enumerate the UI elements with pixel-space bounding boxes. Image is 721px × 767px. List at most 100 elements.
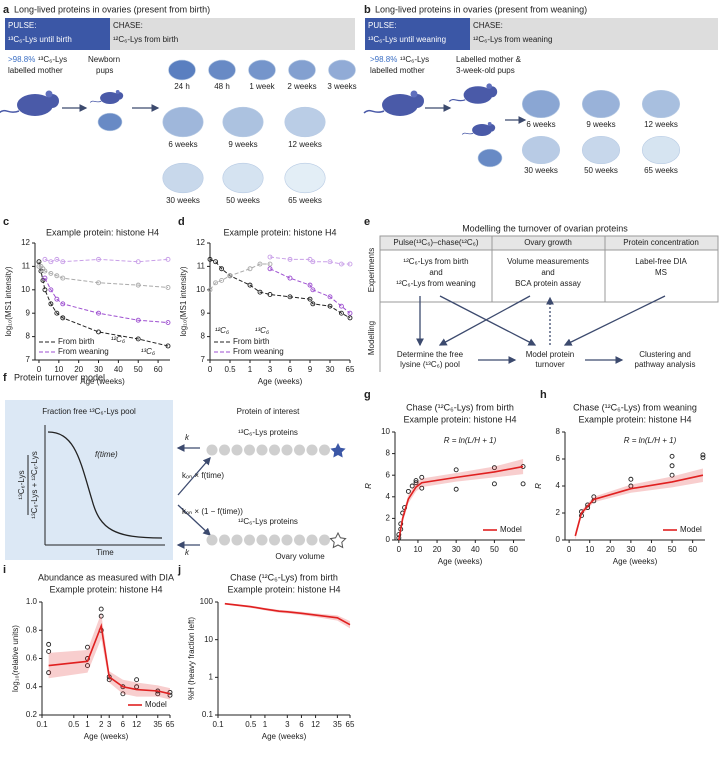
pups-label: pups	[96, 66, 113, 75]
mouse-tail	[89, 100, 102, 103]
mouse-head	[487, 123, 496, 132]
mouse-body	[100, 91, 120, 105]
chase-box	[110, 18, 355, 50]
data-point	[347, 310, 353, 316]
data-point	[135, 259, 141, 265]
bead	[319, 444, 330, 456]
x-tick-label: 0.5	[245, 720, 257, 729]
timepoint-label: 1 week	[249, 82, 275, 91]
bead	[219, 534, 230, 546]
panel-label: b	[364, 4, 371, 16]
mother-pct: >98.8%	[370, 55, 397, 64]
x-tick-label: 30	[452, 545, 461, 554]
panel-label: e	[364, 216, 370, 228]
y-tick-label: 2	[556, 508, 561, 517]
data-point	[54, 296, 60, 302]
cell-text: ¹²C₆-Lys from birth	[403, 257, 468, 266]
data-point	[409, 483, 415, 489]
chart-subtitle: Example protein: histone H4	[49, 584, 162, 594]
row-label: Modelling	[367, 321, 376, 355]
x-tick-label: 35	[333, 720, 342, 729]
x-tick-label: 0.1	[36, 720, 48, 729]
y-tick-label: 8	[386, 449, 391, 458]
ovary	[162, 106, 204, 138]
pups-label: Newborn	[88, 55, 120, 64]
ovary	[222, 106, 264, 138]
ovary	[581, 89, 621, 119]
ovary	[162, 162, 204, 194]
data-point	[267, 266, 273, 272]
data-point	[165, 320, 171, 326]
annotation: R = ln(L/H + 1)	[444, 436, 497, 445]
y-tick-label: 7	[26, 355, 31, 364]
y-tick-label: 4	[386, 492, 391, 501]
cell-text: and	[429, 268, 442, 277]
mouse-tail	[461, 132, 474, 135]
mother-lys: ¹³C₆-Lys	[400, 55, 429, 64]
x-tick-label: 10	[585, 545, 594, 554]
arrow	[177, 504, 211, 536]
data-point	[491, 465, 497, 471]
chart-title: Abundance as measured with DIA	[38, 572, 174, 582]
series-line	[269, 256, 350, 265]
data-point	[134, 684, 140, 690]
heavy-label: ¹³C₆-Lys proteins	[238, 428, 298, 437]
timepoint-label: 30 weeks	[524, 166, 558, 175]
x-tick-label: 2	[99, 720, 104, 729]
ovary	[477, 148, 503, 168]
y-tick-label: 100	[200, 597, 214, 606]
cell-text: BCA protein assay	[515, 279, 581, 288]
timepoint-label: 9 weeks	[228, 140, 257, 149]
mouse-head	[486, 86, 498, 98]
arrow	[438, 295, 531, 346]
ovary	[641, 135, 681, 165]
data-point	[96, 256, 101, 262]
data-point	[48, 259, 54, 265]
data-point	[213, 259, 219, 265]
mouse-ear	[45, 90, 53, 98]
chart-title: Example protein: histone H4	[46, 227, 159, 237]
x-tick-label: 50	[668, 545, 677, 554]
timepoint-label: 48 h	[214, 82, 230, 91]
ovary	[168, 59, 196, 81]
pups-label: 3-week-old pups	[456, 66, 515, 75]
data-point	[42, 268, 48, 274]
x-tick-label: 50	[134, 365, 143, 374]
x-tick-label: 0	[397, 545, 402, 554]
data-point	[405, 488, 411, 494]
x-axis-label: Age (weeks)	[613, 557, 658, 566]
data-point	[155, 691, 161, 697]
annotation: ¹²C₆	[215, 326, 230, 335]
column-header: Pulse(¹³C₆)–chase(¹²C₆)	[393, 238, 478, 247]
mouse-tail	[363, 109, 385, 114]
x-axis-label: Age (weeks)	[262, 732, 307, 741]
data-point	[310, 287, 316, 293]
data-point	[700, 452, 706, 458]
mother-pct: >98.8%	[8, 55, 35, 64]
panel-label: f	[3, 372, 7, 384]
data-point	[42, 256, 48, 262]
y-tick-label: 1	[209, 672, 214, 681]
arrow	[177, 457, 211, 496]
x-tick-label: 12	[132, 720, 141, 729]
rate-label: k	[185, 433, 190, 442]
x-tick-label: 20	[74, 365, 83, 374]
data-point	[669, 472, 675, 478]
pool-box	[5, 400, 173, 560]
column-header: Ovary growth	[524, 238, 572, 247]
data-point	[338, 310, 344, 316]
bead	[269, 534, 280, 546]
data-point	[98, 606, 104, 612]
data-point	[46, 641, 52, 647]
mother-text: labelled mother	[8, 66, 63, 75]
x-tick-label: 60	[154, 365, 163, 374]
bead	[231, 444, 243, 456]
bead	[281, 534, 293, 546]
data-point	[419, 474, 425, 480]
series-line	[209, 263, 270, 291]
series-line	[38, 261, 169, 347]
mouse-ear	[486, 83, 492, 89]
y-tick-label: 6	[556, 454, 561, 463]
x-tick-label: 1	[263, 720, 268, 729]
data-point	[310, 259, 316, 265]
